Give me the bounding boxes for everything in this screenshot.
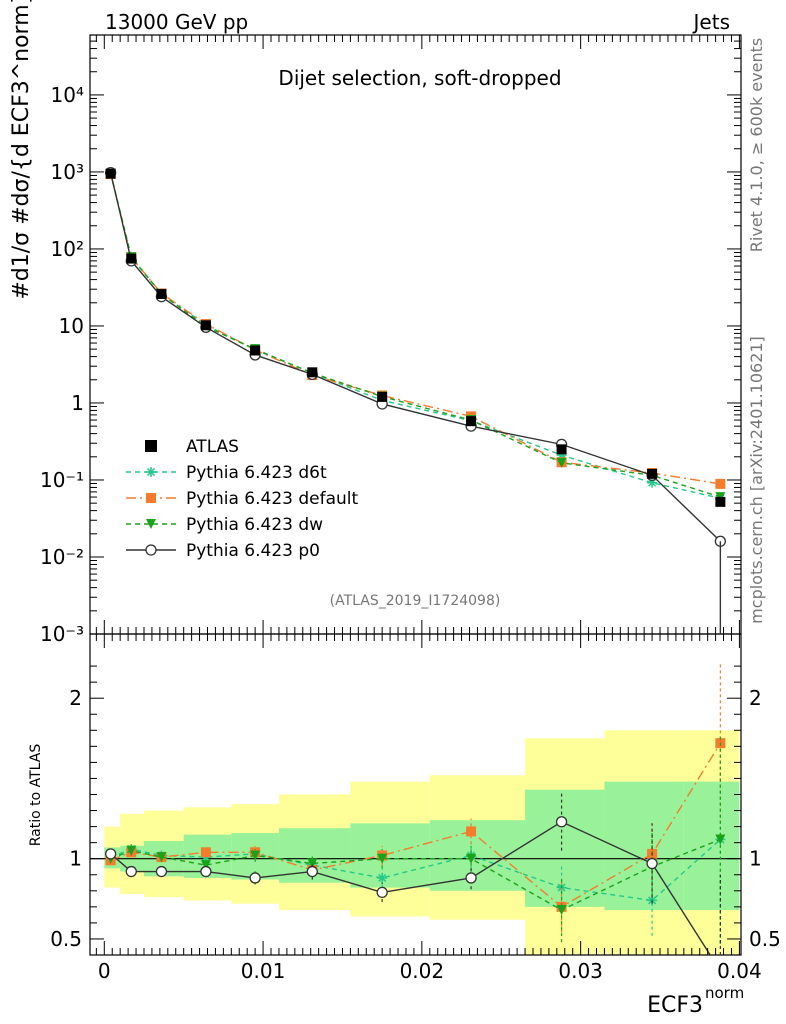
band-layer [104, 730, 740, 955]
y-tick-label-main: 10⁻² [40, 545, 84, 569]
ratio-point-dw [307, 858, 318, 869]
ratio-point-dw [377, 853, 388, 864]
x-tick-label: 0.04 [717, 959, 762, 983]
ratio-point-p0 [125, 865, 137, 878]
y-main-label-text: #d1/σ #dσ/{d ECF3^norm} [9, 0, 34, 300]
ratio-point-p0 [646, 857, 658, 870]
band-inner-bin [683, 781, 740, 911]
legend-marker-dw [146, 519, 156, 529]
main-point-default [715, 478, 726, 489]
legend-marker-d6t [146, 467, 156, 477]
ratio-point-d6t [377, 872, 388, 883]
rivet-label: Rivet 4.1.0, ≥ 600k events [747, 38, 766, 252]
x-tick-label: 0.02 [400, 959, 445, 983]
atlas-data-point [200, 320, 211, 331]
main-point-dw [556, 457, 567, 468]
y-tick-label-main: 10² [51, 237, 84, 261]
atlas-data-point [307, 367, 318, 378]
band-inner-bin [604, 781, 684, 911]
legend-marker-data [145, 440, 157, 452]
y-tick-label-main: 10 [59, 314, 84, 338]
atlas-data-point [715, 496, 726, 507]
y-ratio-label: Ratio to ATLAS [28, 744, 44, 847]
y-tick-label-ratio: 1 [69, 847, 82, 871]
x-tick-label: 0.01 [241, 959, 286, 983]
y-main-label: #d1/σ #dσ/{d ECF3^norm} [9, 0, 34, 300]
analysis-id: (ATLAS_2019_I1724098) [330, 593, 501, 609]
series-line-main-dw [109, 173, 721, 498]
legend-label-data: ATLAS [186, 437, 239, 457]
atlas-data-point [126, 253, 137, 264]
ratio-point-default [466, 826, 477, 837]
legend-marker-d6t-d2 [146, 467, 156, 477]
ratio-point-dw [156, 852, 167, 863]
ratio-point-p0 [249, 872, 261, 884]
plot-title: Dijet selection, soft-dropped [278, 66, 561, 90]
ratio-point-dw [126, 845, 137, 856]
ratio-point-dw [466, 853, 477, 864]
site-label: mcplots.cern.ch [arXiv:2401.10621] [747, 336, 766, 624]
atlas-data-point [377, 391, 388, 402]
x-tick-label: 0.03 [558, 959, 603, 983]
legend-marker-p0 [145, 544, 157, 556]
legend-label-p0: Pythia 6.423 p0 [186, 541, 320, 561]
y-tick-label-main: 10⁻³ [40, 622, 84, 646]
y-tick-label-ratio-right: 0.5 [749, 927, 781, 951]
ratio-point-p0 [465, 872, 477, 884]
x-tick-label: 0 [98, 959, 111, 983]
y-tick-label-ratio-right: 2 [749, 686, 762, 710]
ratio-point-p0 [155, 865, 168, 878]
atlas-data-point [556, 444, 567, 455]
ratio-point-dw [250, 850, 261, 861]
series-layer [104, 166, 727, 955]
ratio-point-dw [200, 860, 211, 871]
ratio-point-dw [715, 834, 726, 845]
ratio-point-dw [556, 905, 567, 916]
ratio-point-p0 [376, 886, 388, 899]
x-label-sup: norm [705, 984, 744, 1002]
y-tick-label-ratio-right: 1 [749, 847, 762, 871]
legend-label-default: Pythia 6.423 default [186, 489, 359, 509]
ratio-point-default [200, 847, 211, 858]
tick-layer: 0 0.01 0.02 0.03 0.0410⁻³10⁻²10⁻¹11010²10³10… [40, 34, 781, 983]
atlas-data-point [647, 468, 658, 479]
y-tick-label-main: 10⁴ [51, 83, 84, 107]
ratio-point-p0 [200, 865, 212, 878]
y-tick-label-ratio: 0.5 [50, 927, 82, 951]
y-tick-label-main: 1 [71, 391, 84, 415]
process-label: Jets [692, 10, 730, 34]
ratio-point-p0 [104, 848, 117, 860]
band-inner-bin [350, 823, 430, 888]
atlas-data-point [156, 289, 167, 300]
ratio-point-p0 [306, 865, 318, 878]
y-tick-label-main: 10⁻¹ [40, 468, 84, 492]
ratio-point-p0 [555, 816, 568, 828]
ratio-point-d6t-d2 [378, 873, 387, 882]
series-line-main-p0 [109, 172, 721, 542]
x-label: ECF3 [647, 993, 703, 1018]
band-inner-bin [429, 820, 526, 891]
legend: ATLAS Pythia 6.423 d6t Pythia 6.423 defaul… [126, 437, 359, 561]
legend-label-d6t: Pythia 6.423 d6t [186, 463, 327, 483]
y-tick-label-ratio: 2 [69, 686, 82, 710]
atlas-data-point [105, 168, 116, 179]
atlas-data-point [250, 345, 261, 356]
legend-label-dw: Pythia 6.423 dw [186, 515, 323, 535]
atlas-data-point [466, 416, 477, 427]
legend-marker-default [146, 493, 156, 503]
energy-label: 13000 GeV pp [105, 10, 248, 34]
y-tick-label-main: 10³ [51, 160, 84, 184]
